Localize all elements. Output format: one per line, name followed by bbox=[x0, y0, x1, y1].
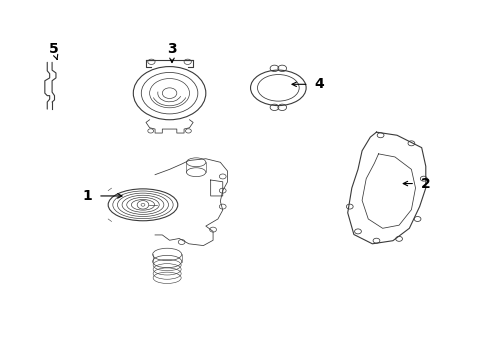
Text: 5: 5 bbox=[49, 42, 58, 56]
Text: 3: 3 bbox=[167, 42, 177, 56]
Text: 4: 4 bbox=[314, 77, 324, 91]
Text: 2: 2 bbox=[420, 176, 430, 190]
Text: 1: 1 bbox=[82, 189, 92, 203]
